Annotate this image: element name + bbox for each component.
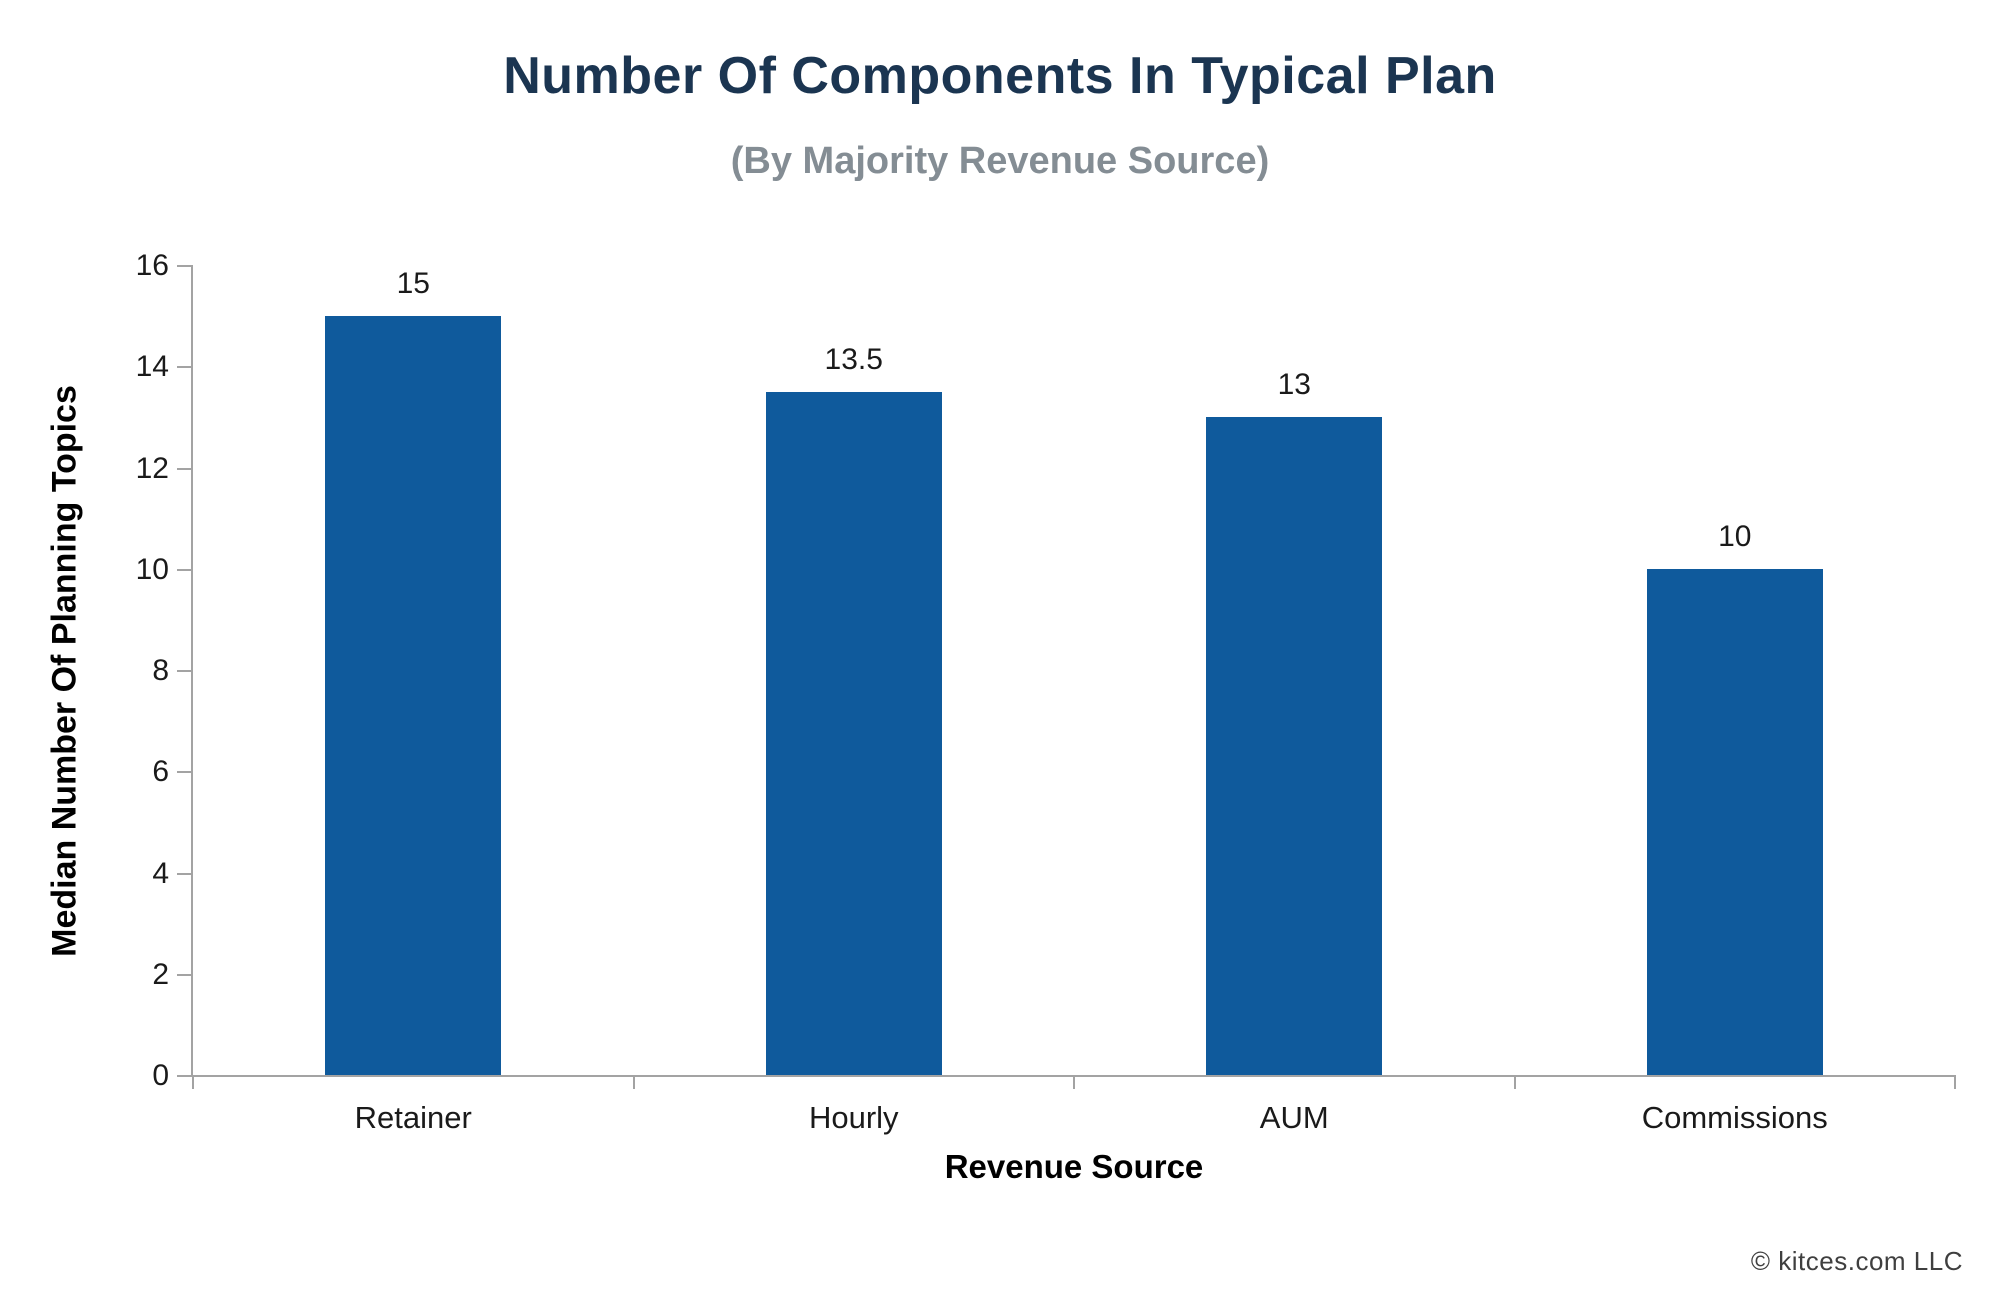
y-tick (177, 771, 191, 774)
y-tick (177, 467, 191, 470)
y-tick-label: 12 (135, 451, 169, 485)
y-tick-label: 16 (135, 249, 169, 282)
x-tick (1073, 1075, 1075, 1089)
y-tick-label: 4 (152, 856, 169, 890)
x-tick (1513, 1075, 1516, 1089)
plot-area: 0 2 4 6 8 10 12 14 16 15 Retainer 13.5 Hourly 13 AUM 10… (136, 249, 1956, 1135)
y-tick (177, 973, 191, 976)
bar-value-label: 13.5 (824, 342, 883, 376)
y-tick-label: 10 (135, 552, 169, 586)
x-tick (632, 1075, 635, 1089)
y-tick-label: 2 (152, 957, 169, 991)
copyright-text: © kitces.com LLC (1750, 1246, 1963, 1276)
x-tick (192, 1075, 194, 1089)
x-category-label: Retainer (354, 1100, 472, 1135)
y-tick-label: 0 (152, 1059, 169, 1092)
y-axis-title: Median Number Of Planning Topics (45, 385, 84, 957)
y-axis-line (191, 265, 193, 1077)
bar (765, 391, 942, 1075)
x-category-label: AUM (1259, 1100, 1329, 1135)
y-tick (177, 1075, 191, 1077)
y-tick (177, 265, 191, 267)
bar-value-label: 15 (396, 266, 430, 300)
bar (325, 315, 502, 1075)
y-tick (177, 670, 191, 672)
x-category-label: Hourly (808, 1100, 899, 1135)
y-tick (177, 366, 191, 369)
y-tick (177, 872, 191, 875)
x-category-label: Commissions (1641, 1100, 1828, 1135)
x-axis-title: Revenue Source (944, 1148, 1204, 1185)
y-tick-label: 6 (152, 755, 169, 789)
bar (1646, 568, 1823, 1075)
y-tick (177, 568, 191, 571)
x-tick (1954, 1075, 1956, 1089)
bar (1206, 416, 1383, 1075)
chart-subtitle: (By Majority Revenue Source) (730, 140, 1270, 182)
chart-title: Number Of Components In Typical Plan (503, 47, 1497, 105)
bar-value-label: 13 (1277, 367, 1311, 401)
y-tick-label: 14 (135, 350, 169, 384)
bar-value-label: 10 (1718, 519, 1752, 553)
y-tick-label: 8 (152, 654, 169, 687)
